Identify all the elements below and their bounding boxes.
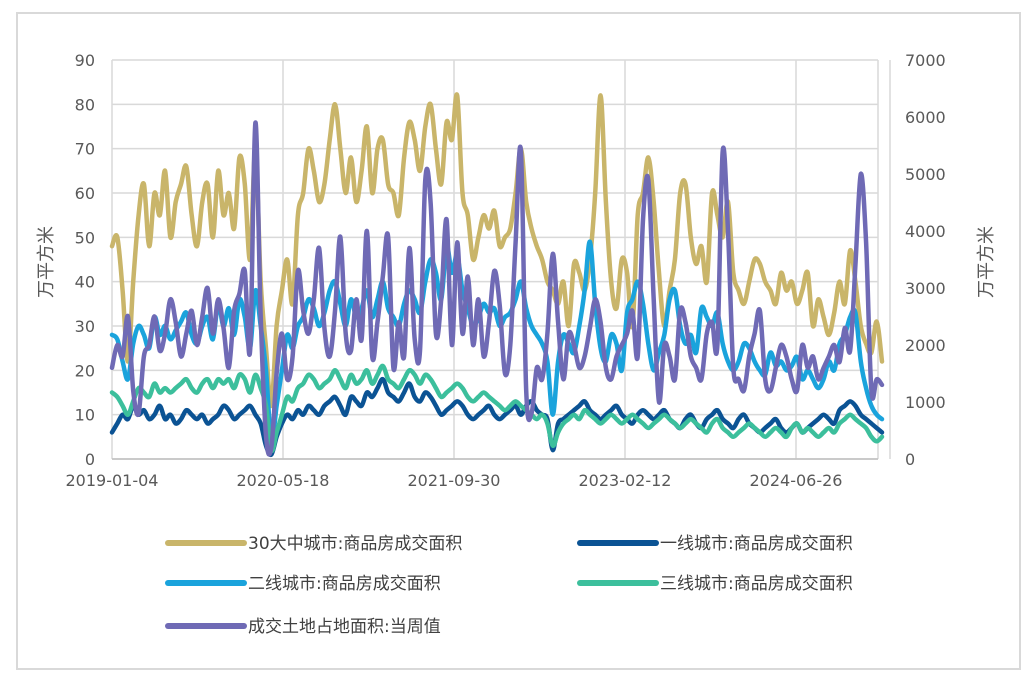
- right-tick-label: 5000: [905, 165, 946, 184]
- left-tick-labels: 0 10 20 30 40 50 60 70 80 90: [75, 51, 95, 469]
- legend-label: 30大中城市:商品房成交面积: [248, 534, 462, 554]
- legend-label: 二线城市:商品房成交面积: [248, 574, 441, 594]
- left-tick-label: 80: [75, 95, 95, 114]
- axes: [112, 60, 891, 460]
- legend-item: 三线城市:商品房成交面积: [577, 574, 853, 594]
- left-tick-label: 30: [75, 317, 95, 336]
- series-line-2: [109, 239, 885, 445]
- left-tick-label: 90: [75, 51, 95, 70]
- left-tick-label: 60: [75, 184, 95, 203]
- legend-label: 成交土地占地面积:当周值: [248, 617, 441, 637]
- series-layer: [109, 92, 885, 458]
- series-line-0: [109, 92, 885, 409]
- y-axis-title-left: 万平方米: [36, 226, 57, 298]
- x-tick-label: 2021-09-30: [408, 471, 501, 490]
- right-tick-labels: 0 1000 2000 3000 4000 5000 6000 7000: [905, 51, 946, 469]
- right-tick-label: 1000: [905, 393, 946, 412]
- y-axis-title-right: 万平方米: [976, 226, 997, 298]
- series-line-4: [109, 120, 885, 457]
- left-tick-label: 20: [75, 361, 95, 380]
- x-tick-label: 2020-05-18: [237, 471, 330, 490]
- legend-label: 三线城市:商品房成交面积: [660, 574, 853, 594]
- right-tick-label: 2000: [905, 336, 946, 355]
- right-tick-label: 3000: [905, 279, 946, 298]
- legend-item: 一线城市:商品房成交面积: [577, 534, 853, 554]
- legend-item: 二线城市:商品房成交面积: [165, 574, 441, 594]
- legend-item: 30大中城市:商品房成交面积: [165, 534, 462, 554]
- right-tick-label: 4000: [905, 222, 946, 241]
- legend-item: 成交土地占地面积:当周值: [165, 617, 441, 637]
- x-tick-label: 2024-06-26: [750, 471, 843, 490]
- series-line-3: [109, 363, 885, 454]
- left-tick-label: 10: [75, 406, 95, 425]
- legend-label: 一线城市:商品房成交面积: [660, 534, 853, 554]
- x-tick-label: 2019-01-04: [66, 471, 159, 490]
- x-tick-labels: 2019-01-04 2020-05-18 2021-09-30 2023-02-12…: [66, 471, 843, 490]
- x-tick-label: 2023-02-12: [579, 471, 672, 490]
- left-tick-label: 50: [75, 228, 95, 247]
- right-tick-label: 6000: [905, 108, 946, 127]
- right-tick-label: 7000: [905, 51, 946, 70]
- left-tick-label: 70: [75, 140, 95, 159]
- left-tick-label: 0: [85, 450, 95, 469]
- left-tick-label: 40: [75, 273, 95, 292]
- right-tick-label: 0: [905, 450, 915, 469]
